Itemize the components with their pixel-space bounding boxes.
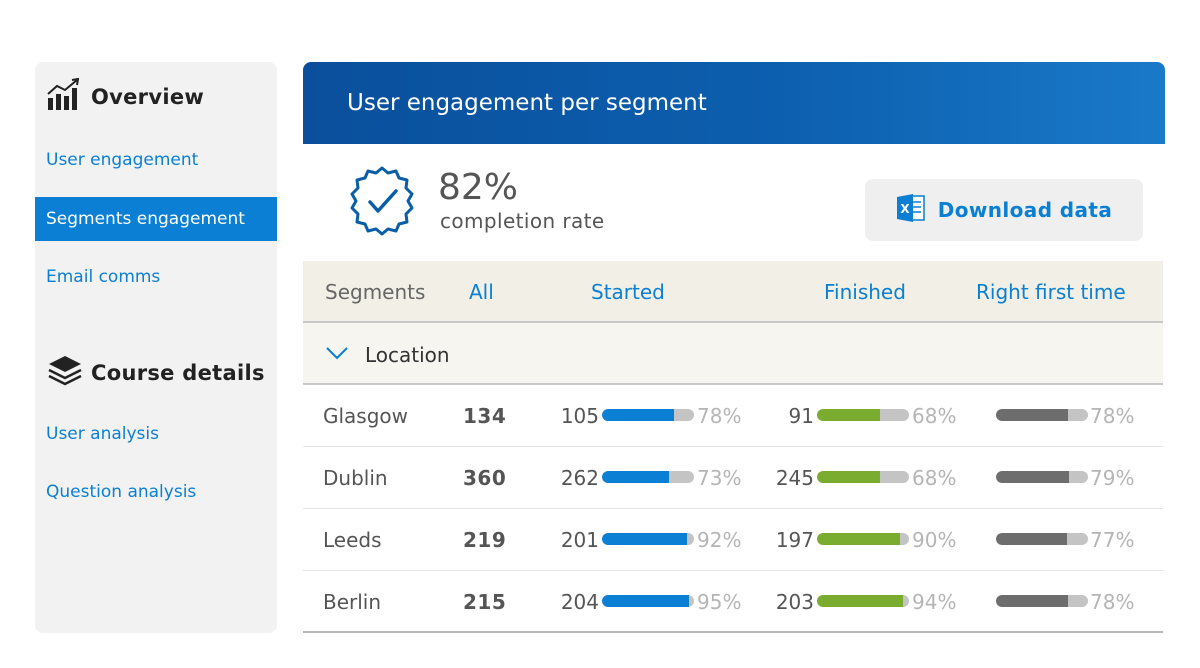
- row-finished-count: 203: [775, 590, 814, 614]
- row-started-count: 105: [560, 404, 599, 428]
- right-first-time-bar: [996, 409, 1088, 421]
- row-total: 215: [463, 590, 507, 614]
- row-finished-pct: 68%: [912, 404, 957, 428]
- row-started-pct: 78%: [697, 404, 742, 428]
- started-bar: [602, 595, 694, 607]
- header-started[interactable]: Started: [591, 280, 665, 304]
- right-first-time-bar: [996, 533, 1088, 545]
- row-finished-count: 91: [788, 404, 814, 428]
- started-bar: [602, 471, 694, 483]
- panel-title: User engagement per segment: [347, 90, 707, 116]
- row-started-count: 201: [560, 528, 599, 552]
- row-finished-pct: 90%: [912, 528, 957, 552]
- started-bar: [602, 533, 694, 545]
- course-details-heading: Course details: [47, 354, 265, 392]
- row-city: Berlin: [323, 590, 382, 614]
- row-finished-count: 245: [775, 466, 814, 490]
- overview-title: Overview: [91, 85, 205, 109]
- finished-bar: [817, 533, 909, 545]
- bar-chart-icon: [47, 77, 83, 116]
- row-city: Glasgow: [323, 404, 409, 428]
- finished-bar: [817, 595, 909, 607]
- completion-value: 82%: [438, 167, 519, 208]
- nav-segments-engagement[interactable]: Segments engagement: [35, 197, 277, 241]
- nav-user-engagement[interactable]: User engagement: [46, 150, 199, 170]
- sidebar: Overview User engagement Segments engage…: [35, 62, 277, 633]
- right-first-time-bar: [996, 471, 1088, 483]
- row-right-first-time-pct: 78%: [1090, 590, 1135, 614]
- row-total: 360: [463, 466, 507, 490]
- svg-text:X: X: [900, 202, 910, 216]
- table-row: Leeds 219 201 92% 197 90% 77%: [303, 509, 1163, 571]
- chevron-down-icon: [325, 345, 349, 365]
- started-bar: [602, 409, 694, 421]
- row-started-pct: 95%: [697, 590, 742, 614]
- check-badge-icon: [346, 165, 418, 237]
- row-started-count: 262: [560, 466, 599, 490]
- overview-heading: Overview: [47, 77, 205, 116]
- row-started-count: 204: [560, 590, 599, 614]
- row-city: Dublin: [323, 466, 388, 490]
- table-row: Glasgow 134 105 78% 91 68% 78%: [303, 385, 1163, 447]
- row-finished-count: 197: [775, 528, 814, 552]
- row-right-first-time-pct: 77%: [1090, 528, 1135, 552]
- nav-question-analysis[interactable]: Question analysis: [46, 482, 197, 502]
- course-details-title: Course details: [91, 361, 265, 385]
- nav-email-comms[interactable]: Email comms: [46, 267, 161, 287]
- nav-user-analysis[interactable]: User analysis: [46, 424, 159, 444]
- row-right-first-time-pct: 79%: [1090, 466, 1135, 490]
- row-finished-pct: 94%: [912, 590, 957, 614]
- completion-label: completion rate: [440, 209, 605, 233]
- group-location-label: Location: [365, 343, 450, 367]
- group-location-toggle[interactable]: Location: [303, 323, 1163, 385]
- row-right-first-time-pct: 78%: [1090, 404, 1135, 428]
- stack-icon: [47, 354, 83, 392]
- table-header: Segments All Started Finished Right firs…: [303, 261, 1163, 323]
- download-data-label: Download data: [937, 198, 1113, 222]
- table-row: Dublin 360 262 73% 245 68% 79%: [303, 447, 1163, 509]
- header-right-first-time[interactable]: Right first time: [976, 280, 1126, 304]
- table-row: Berlin 215 204 95% 203 94% 78%: [303, 571, 1163, 633]
- header-finished[interactable]: Finished: [824, 280, 906, 304]
- row-total: 219: [463, 528, 507, 552]
- row-started-pct: 92%: [697, 528, 742, 552]
- excel-icon: X: [896, 193, 926, 227]
- row-started-pct: 73%: [697, 466, 742, 490]
- header-all[interactable]: All: [469, 280, 494, 304]
- finished-bar: [817, 409, 909, 421]
- download-data-button[interactable]: X Download data: [865, 179, 1143, 241]
- finished-bar: [817, 471, 909, 483]
- panel-banner: User engagement per segment: [303, 62, 1165, 144]
- row-total: 134: [463, 404, 507, 428]
- right-first-time-bar: [996, 595, 1088, 607]
- header-segments: Segments: [325, 280, 426, 304]
- row-city: Leeds: [323, 528, 382, 552]
- row-finished-pct: 68%: [912, 466, 957, 490]
